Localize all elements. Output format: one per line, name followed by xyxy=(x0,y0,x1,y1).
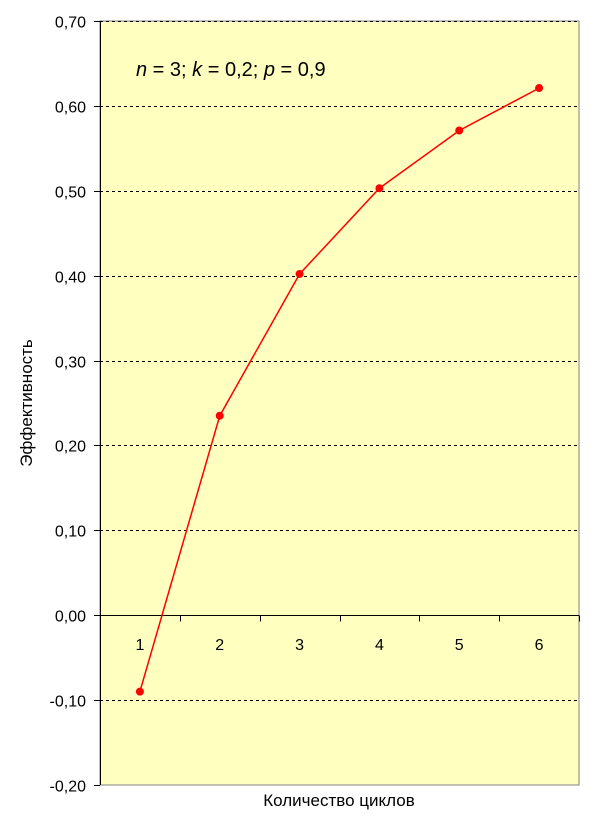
data-point xyxy=(375,184,384,193)
annotation-k-value: = 0,2; xyxy=(202,59,264,81)
data-point xyxy=(215,411,224,420)
annotation-n-label: n xyxy=(136,59,147,81)
x-tick-label: 3 xyxy=(295,637,304,654)
parameters-annotation: n = 3; k = 0,2; p = 0,9 xyxy=(136,59,326,81)
data-point xyxy=(535,84,544,93)
x-tick-label: 5 xyxy=(455,637,464,654)
y-axis-title: Эффективность xyxy=(17,339,36,467)
y-tick-labels: -0,20 -0,10 0,00 0,10 0,20 0,30 0,40 0,50 0,60 0,… xyxy=(50,15,87,796)
annotation-n-value: = 3; xyxy=(147,59,192,81)
series-line-path xyxy=(139,87,540,692)
data-point xyxy=(455,126,464,135)
y-axis xyxy=(94,21,101,786)
x-tick-label: 6 xyxy=(535,637,544,654)
y-tick-label: 0,50 xyxy=(55,185,86,202)
y-tick-label: 0,60 xyxy=(55,100,86,117)
annotation-p-value: = 0,9 xyxy=(275,59,326,81)
y-tick-label: 0,20 xyxy=(55,439,86,456)
x-axis-title: Количество циклов xyxy=(263,791,414,810)
x-tick-label: 1 xyxy=(135,637,144,654)
x-tick-label: 2 xyxy=(215,637,224,654)
plot-area xyxy=(99,20,580,786)
y-tick-label: 0,70 xyxy=(55,15,86,32)
x-tick-label: 4 xyxy=(375,637,384,654)
y-tick-label: 0,00 xyxy=(55,609,86,626)
y-tick-label: 0,40 xyxy=(55,270,86,287)
y-tick-label: 0,30 xyxy=(55,355,86,372)
series-line xyxy=(135,84,544,696)
y-tick-label: 0,10 xyxy=(55,524,86,541)
data-point xyxy=(135,687,144,696)
gridlines xyxy=(100,21,579,701)
y-tick-label: -0,20 xyxy=(50,779,87,796)
annotation-k-label: k xyxy=(192,59,203,81)
data-point xyxy=(295,269,304,278)
y-tick-label: -0,10 xyxy=(50,694,87,711)
annotation-p-label: p xyxy=(263,59,275,81)
x-tick-labels: 1 2 3 4 5 6 xyxy=(135,637,543,654)
